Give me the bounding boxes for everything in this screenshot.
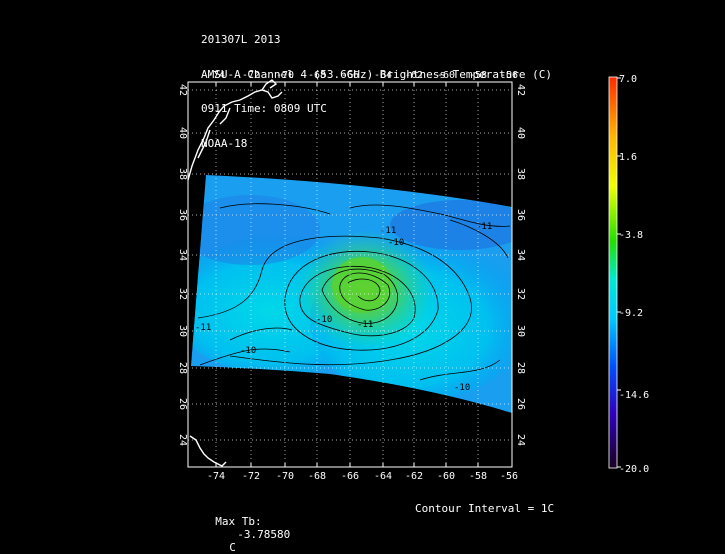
lon-label: -60 [437, 70, 455, 81]
lat-label: 24 [515, 434, 526, 446]
lat-label: 34 [177, 249, 188, 261]
lon-label: -56 [500, 471, 518, 482]
colorbar-ticks [617, 77, 621, 468]
lon-label: -58 [469, 471, 487, 482]
lon-labels-top: -74 -72 -70 -68 -66 -64 -62 -60 -58 -56 [207, 70, 518, 81]
chart-header: 201307L 2013 AMSU-A Channel 4 (53.6GHz) … [201, 11, 552, 161]
contour-label: -11 [357, 320, 373, 330]
satellite-line: NOAA-18 [201, 136, 248, 150]
lat-label: 28 [515, 362, 526, 374]
storm-id-line: 201307L 2013 [201, 33, 281, 46]
lat-label: 38 [177, 168, 188, 180]
lat-label: 24 [177, 434, 188, 446]
contour-label: -10 [454, 383, 470, 393]
colorbar-label: 1.6 [619, 152, 637, 163]
max-tb-unit: C [229, 541, 236, 554]
lon-label: -62 [405, 471, 423, 482]
lat-label: 42 [515, 84, 526, 96]
lat-labels-left: 42 40 38 36 34 32 30 28 26 24 [177, 84, 188, 446]
max-tb-value: -3.78580 [237, 528, 291, 541]
colorbar-label: -3.8 [619, 230, 643, 241]
time-line: 0911 Time: 0809 UTC [201, 102, 327, 115]
lat-label: 36 [177, 209, 188, 221]
lon-label: -70 [276, 471, 294, 482]
lat-label: 38 [515, 168, 526, 180]
contour-label: -10 [240, 346, 256, 356]
contour-labels: -11 -10 -10 -10 -11 -11 -11 -10 [195, 222, 492, 393]
lon-label: -68 [308, 70, 326, 81]
lon-label: -74 [207, 70, 225, 81]
contour-label: -10 [316, 315, 332, 325]
lat-label: 40 [177, 127, 188, 139]
colorbar-label: -14.6 [619, 390, 649, 401]
max-tb-readout: Max Tb: -3.78580 C [202, 502, 290, 554]
frame-ticks [215, 82, 479, 467]
colorbar-label: 7.0 [619, 74, 637, 85]
lat-label: 32 [177, 288, 188, 300]
lat-label: 40 [515, 127, 526, 139]
lat-label: 42 [177, 84, 188, 96]
lon-label: -66 [341, 471, 359, 482]
contour-label: -11 [380, 226, 396, 236]
lon-label: -72 [242, 471, 260, 482]
contour-label: -10 [388, 238, 404, 248]
lat-label: 36 [515, 209, 526, 221]
lat-labels-right: 42 40 38 36 34 32 30 28 26 24 [515, 84, 526, 446]
max-tb-label: Max Tb: [215, 515, 262, 528]
lat-label: 28 [177, 362, 188, 374]
contour-label: -11 [195, 323, 211, 333]
lat-label: 32 [515, 288, 526, 300]
lon-label: -70 [276, 70, 294, 81]
colorbar-label: -9.2 [619, 308, 643, 319]
lon-label: -60 [437, 471, 455, 482]
colorbar [608, 76, 618, 469]
coastline [187, 79, 283, 467]
lon-labels-bottom: -74 -72 -70 -68 -66 -64 -62 -60 -58 -56 [207, 471, 518, 482]
lat-lon-grid [188, 82, 512, 467]
lon-label: -64 [374, 471, 392, 482]
contour-interval-readout: Contour Interval = 1C [415, 502, 555, 515]
lon-label: -72 [242, 70, 260, 81]
lat-label: 26 [177, 398, 188, 410]
lat-label: 30 [515, 325, 526, 337]
lon-label: -62 [405, 70, 423, 81]
lat-label: 26 [515, 398, 526, 410]
lon-label: -64 [374, 70, 392, 81]
colorbar-labels: 7.0 1.6 -3.8 -9.2 -14.6 -20.0 [619, 74, 649, 475]
temperature-contours [197, 203, 511, 381]
product-title-line: AMSU-A Channel 4 (53.6GHz) Brightness Te… [201, 67, 552, 81]
lon-label: -74 [207, 471, 225, 482]
lat-label: 34 [515, 249, 526, 261]
lon-label: -68 [308, 471, 326, 482]
lon-label: -66 [341, 70, 359, 81]
lon-label: -56 [500, 70, 518, 81]
lat-label: 30 [177, 325, 188, 337]
contour-label: -11 [476, 222, 492, 232]
colorbar-label: -20.0 [619, 464, 649, 475]
lon-label: -58 [469, 70, 487, 81]
